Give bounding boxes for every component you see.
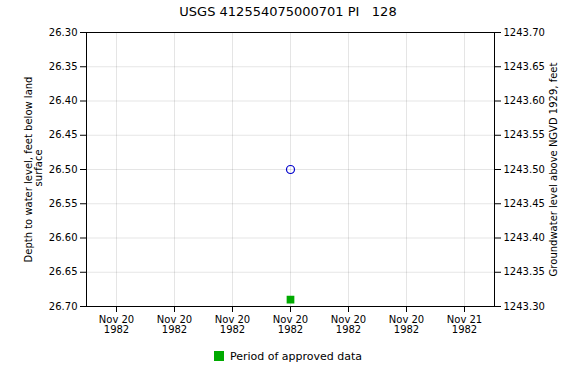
svg-text:26.45: 26.45 <box>49 129 78 140</box>
svg-text:1243.35: 1243.35 <box>504 266 545 277</box>
svg-text:26.60: 26.60 <box>49 232 78 243</box>
svg-text:1243.30: 1243.30 <box>504 301 545 312</box>
svg-text:Depth to water level, feet bel: Depth to water level, feet below land su… <box>23 77 44 263</box>
svg-text:Nov 201982: Nov 201982 <box>331 314 366 335</box>
html-text:USGS 412554075000701 PI 128: USGS 412554075000701 PI 128 <box>179 4 397 19</box>
svg-text:Groundwater level above NGVD 1: Groundwater level above NGVD 1929, feet <box>548 63 559 277</box>
svg-text:Nov 201982: Nov 201982 <box>389 314 424 335</box>
svg-text:26.35: 26.35 <box>49 61 78 72</box>
svg-text:Nov 201982: Nov 201982 <box>99 314 134 335</box>
svg-text:Nov 201982: Nov 201982 <box>215 314 250 335</box>
svg-text:1243.45: 1243.45 <box>504 198 545 209</box>
svg-text:Nov 211982: Nov 211982 <box>447 314 482 335</box>
svg-text:1243.65: 1243.65 <box>504 61 545 72</box>
svg-text:1243.55: 1243.55 <box>504 129 545 140</box>
html-text:Period of approved data: Period of approved data <box>229 349 363 363</box>
svg-text:26.70: 26.70 <box>49 301 78 312</box>
svg-text:1243.70: 1243.70 <box>504 27 545 38</box>
svg-text:26.40: 26.40 <box>49 95 78 106</box>
svg-text:26.50: 26.50 <box>49 164 78 175</box>
svg-text:26.55: 26.55 <box>49 198 78 209</box>
svg-text:Nov 201982: Nov 201982 <box>157 314 192 335</box>
svg-text:1243.50: 1243.50 <box>504 164 545 175</box>
svg-text:1243.60: 1243.60 <box>504 95 545 106</box>
svg-text:Nov 201982: Nov 201982 <box>273 314 308 335</box>
svg-text:26.30: 26.30 <box>49 27 78 38</box>
svg-text:26.65: 26.65 <box>49 266 78 277</box>
svg-text:1243.40: 1243.40 <box>504 232 545 243</box>
